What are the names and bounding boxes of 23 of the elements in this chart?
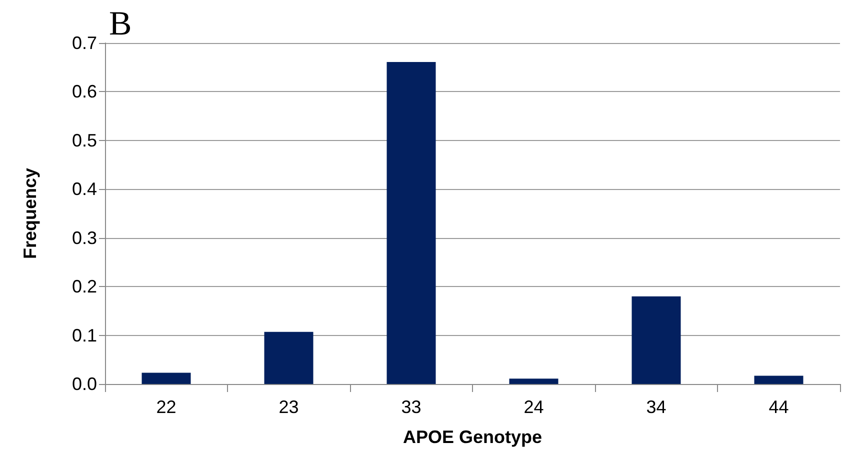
chart-title: B — [109, 6, 132, 42]
x-tick-label: 34 — [646, 397, 666, 417]
x-axis-title: APOE Genotype — [402, 427, 542, 447]
x-tick-label: 22 — [156, 397, 176, 417]
bar — [509, 378, 558, 384]
y-axis-title: Frequency — [20, 168, 40, 260]
y-tick-label: 0.7 — [72, 33, 97, 53]
bar — [632, 296, 681, 384]
y-tick-label: 0.5 — [72, 130, 97, 150]
y-tick-label: 0.0 — [72, 374, 97, 394]
bar — [142, 372, 191, 384]
x-tick-label: 44 — [768, 397, 789, 417]
x-tick-label: 33 — [401, 397, 422, 417]
y-tick-label: 0.6 — [72, 82, 97, 102]
y-tick-label: 0.3 — [72, 228, 97, 248]
x-tick-label: 23 — [278, 397, 299, 417]
y-tick-label: 0.2 — [72, 276, 97, 297]
x-tick-label: 24 — [524, 397, 544, 417]
bar — [386, 62, 436, 384]
y-tick-label: 0.4 — [72, 179, 97, 200]
bar — [754, 376, 804, 384]
y-tick-label: 0.1 — [72, 325, 97, 346]
bar — [264, 332, 314, 384]
